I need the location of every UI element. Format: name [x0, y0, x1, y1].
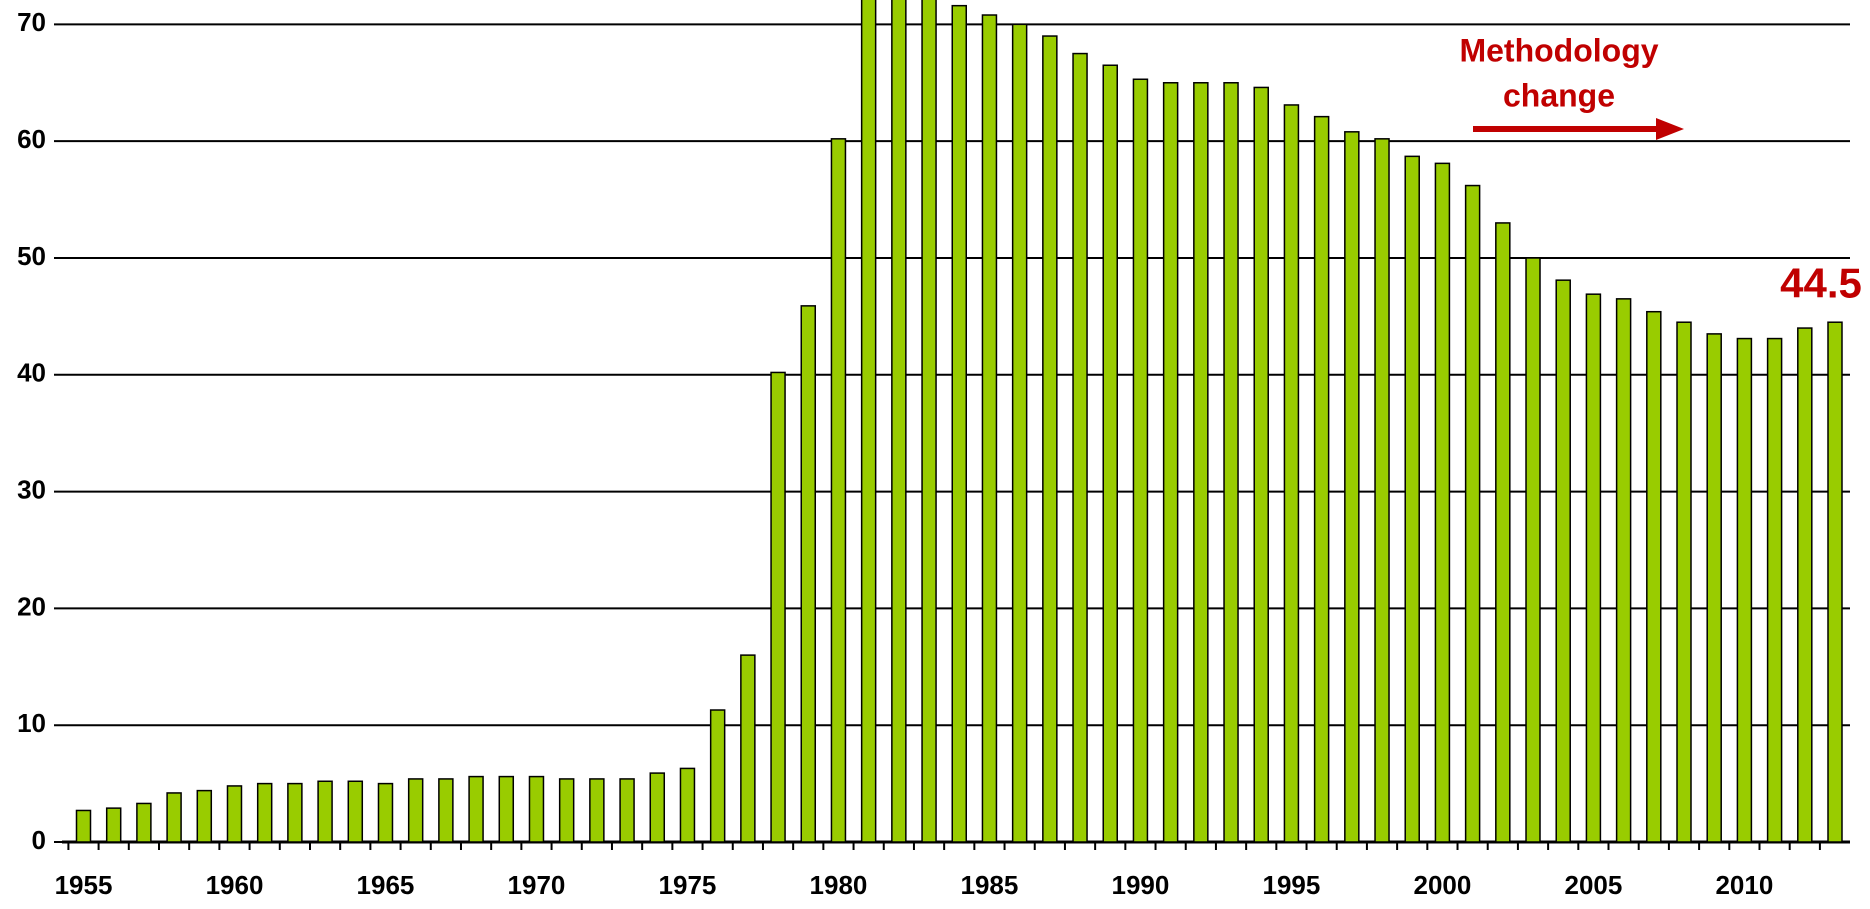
bar	[256, 782, 273, 843]
bar	[75, 809, 92, 843]
bar	[1253, 86, 1269, 843]
bar	[981, 14, 998, 843]
bar	[468, 775, 484, 843]
bar	[1797, 327, 1813, 843]
bar	[1827, 321, 1843, 843]
bar	[1464, 184, 1481, 843]
x-tick-label: 2010	[1715, 870, 1773, 900]
bar	[679, 767, 696, 843]
x-tick-label: 1980	[810, 870, 868, 900]
bar	[1283, 104, 1300, 843]
bar	[1495, 222, 1511, 843]
data-label: 44.5	[1780, 259, 1862, 306]
y-tick-label: 30	[17, 474, 46, 504]
annotation: Methodology	[1459, 32, 1658, 68]
bar	[860, 0, 877, 843]
y-tick-label: 0	[32, 825, 46, 855]
x-tick-label: 1955	[55, 870, 113, 900]
bar	[589, 778, 605, 843]
bar	[1585, 293, 1602, 843]
x-tick-label: 1990	[1112, 870, 1170, 900]
x-tick-label: 1975	[659, 870, 717, 900]
bar	[1736, 337, 1753, 843]
bar	[1766, 337, 1783, 843]
bar	[1555, 279, 1571, 843]
bar	[1615, 298, 1632, 843]
y-tick-label: 60	[17, 124, 46, 154]
bar	[1374, 138, 1390, 843]
bar	[287, 782, 303, 843]
y-tick-label: 20	[17, 591, 46, 621]
bar	[377, 782, 394, 843]
arrow-head	[1656, 118, 1684, 140]
bar	[1706, 333, 1722, 843]
x-tick-label: 1985	[961, 870, 1019, 900]
bar	[649, 772, 666, 843]
x-tick-label: 2000	[1414, 870, 1472, 900]
bar	[921, 0, 937, 843]
bar	[1313, 115, 1330, 843]
bar	[1102, 64, 1118, 843]
bar	[770, 371, 786, 843]
bar	[1193, 82, 1209, 843]
bar	[1223, 82, 1239, 843]
bar	[1404, 155, 1420, 843]
bar	[166, 792, 182, 843]
x-tick-label: 1965	[357, 870, 415, 900]
bar	[830, 138, 847, 843]
bar	[1072, 52, 1088, 843]
y-tick-label: 10	[17, 708, 46, 738]
bars	[75, 0, 1843, 843]
x-tick-label: 2005	[1564, 870, 1622, 900]
annotations: 44.5 Methodology change	[1459, 32, 1861, 306]
bar	[891, 0, 907, 843]
bar	[407, 778, 424, 843]
y-tick-label: 40	[17, 358, 46, 388]
bar	[1011, 23, 1028, 843]
bar	[1344, 131, 1360, 843]
bar	[226, 785, 243, 843]
y-tick-label: 50	[17, 241, 46, 271]
bar	[800, 305, 817, 843]
bar	[1434, 162, 1451, 843]
bar	[196, 789, 213, 843]
bar	[1676, 321, 1692, 843]
bar	[1525, 257, 1541, 843]
bar	[1646, 310, 1662, 843]
bar	[136, 802, 152, 843]
bar	[1132, 78, 1149, 843]
y-tick-label: 70	[17, 7, 46, 37]
bar	[558, 778, 575, 843]
bar	[709, 709, 726, 843]
x-tick-label: 1995	[1263, 870, 1321, 900]
bar	[317, 780, 333, 843]
x-tick-label: 1970	[508, 870, 566, 900]
bar	[1042, 35, 1058, 843]
x-tick-label: 1960	[206, 870, 264, 900]
bar	[619, 778, 635, 843]
bar	[105, 807, 122, 843]
bar	[498, 775, 515, 843]
bar	[951, 4, 967, 843]
annotation: change	[1503, 77, 1615, 113]
bar	[438, 778, 454, 843]
bar	[740, 654, 756, 843]
bar	[528, 775, 545, 843]
bar	[1162, 82, 1179, 843]
bar	[347, 780, 364, 843]
